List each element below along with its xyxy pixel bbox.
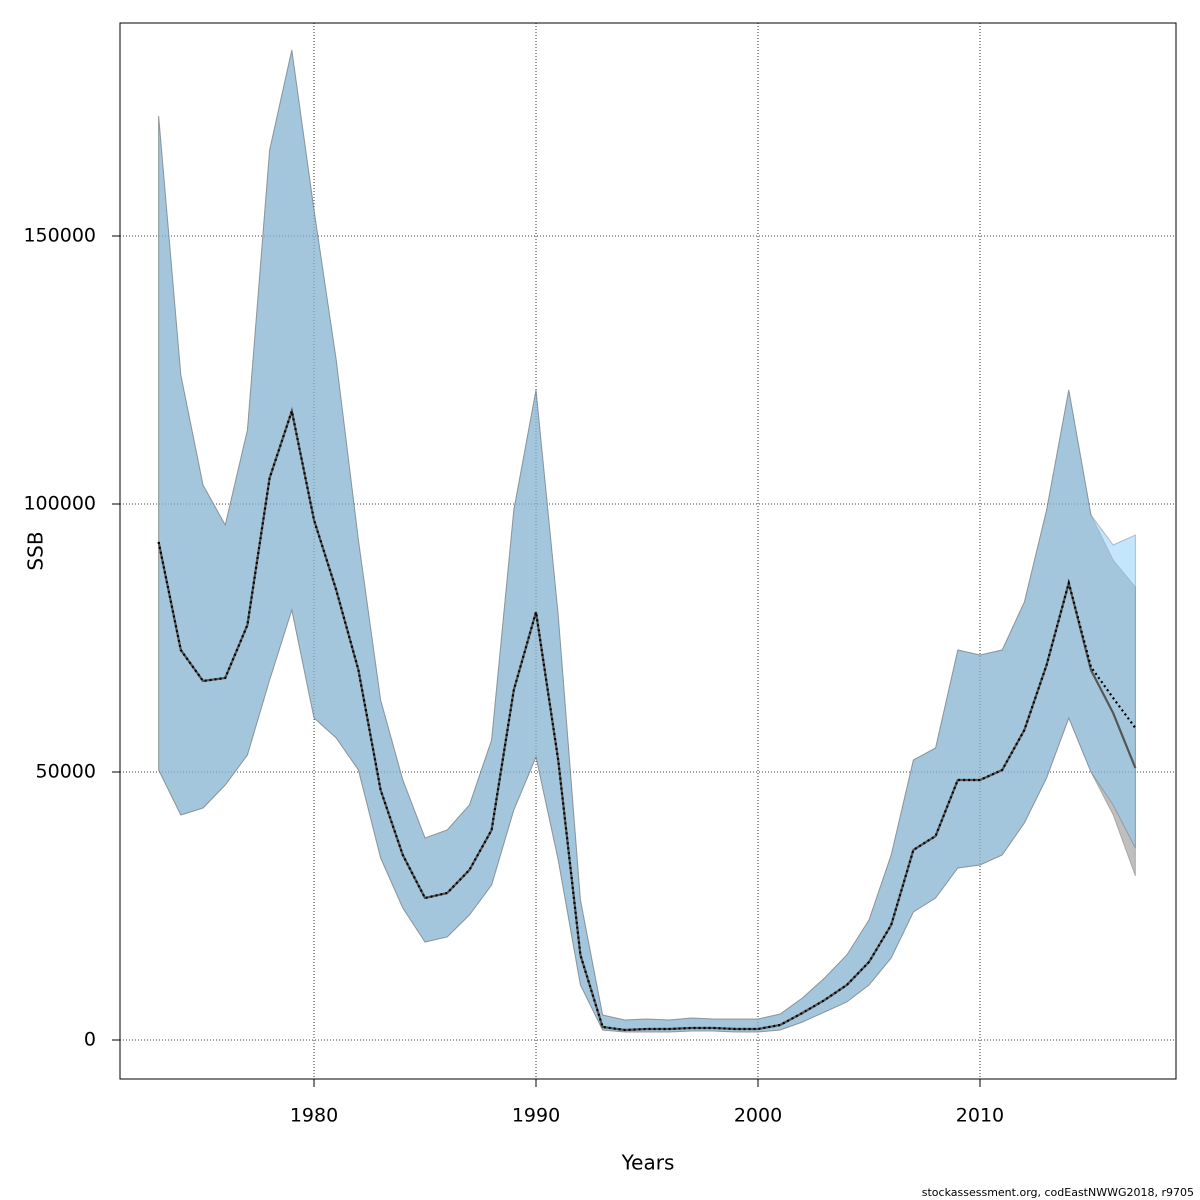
footnote: stockassessment.org, codEastNWWG2018, r9…: [922, 1186, 1194, 1199]
x-axis-label: Years: [621, 1151, 675, 1175]
y-tick-label: 50000: [36, 761, 96, 783]
y-axis-label: SSB: [24, 531, 48, 570]
estimate-line: [157, 406, 1137, 1032]
x-tick-label: 1980: [290, 1105, 338, 1127]
x-tick-label: 2010: [956, 1105, 1004, 1127]
y-tick-label: 150000: [23, 225, 96, 247]
y-tick-label: 0: [84, 1029, 96, 1051]
confidence-band: [158, 49, 1136, 1033]
plot-frame: [119, 22, 1177, 1080]
y-tick-label: 100000: [23, 493, 96, 515]
x-tick-label: 1990: [512, 1105, 560, 1127]
x-tick-label: 2000: [734, 1105, 782, 1127]
